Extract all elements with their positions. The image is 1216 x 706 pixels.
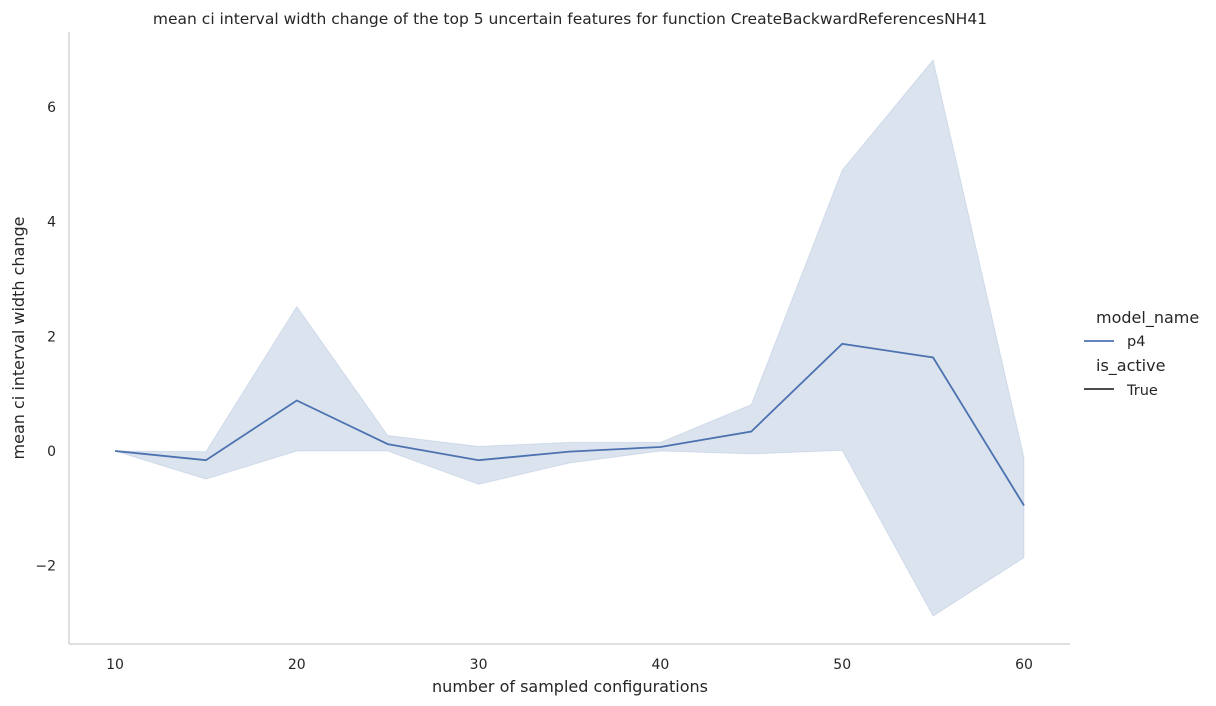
x-tick-label: 20 [288,657,306,673]
y-tick-label: 2 [47,329,56,345]
x-tick-label: 40 [651,657,669,673]
data-point [386,442,390,446]
data-point [477,458,481,462]
y-axis-label: mean ci interval width change [9,217,28,460]
y-tick-label: −2 [35,559,56,575]
legend-item-p4: p4 [1127,334,1145,350]
confidence-band [114,58,1025,617]
data-point [1022,504,1026,508]
series-line-p4 [114,342,1025,506]
legend-style-title: is_active [1096,356,1165,376]
data-point [295,399,299,403]
data-point [749,430,753,434]
data-point [204,458,208,462]
x-tick-label: 30 [470,657,488,673]
legend: model_name p4 is_active True [1084,308,1199,399]
data-point [840,342,844,346]
y-tick-labels: −2 0 2 4 6 [35,100,56,575]
y-tick-label: 0 [47,444,56,460]
chart-title: mean ci interval width change of the top… [153,10,987,28]
x-tick-label: 10 [106,657,124,673]
y-tick-label: 6 [47,100,56,116]
plot-area [113,58,1026,617]
y-tick-label: 4 [47,215,56,231]
x-tick-labels: 10 20 30 40 50 60 [106,657,1033,673]
legend-hue-title: model_name [1096,308,1199,328]
x-axis-label: number of sampled configurations [432,677,708,696]
data-point [931,356,935,360]
data-point [568,450,572,454]
x-tick-label: 60 [1015,657,1033,673]
data-point [113,449,117,453]
data-point [658,445,662,449]
x-tick-label: 50 [833,657,851,673]
legend-item-true: True [1126,383,1158,399]
